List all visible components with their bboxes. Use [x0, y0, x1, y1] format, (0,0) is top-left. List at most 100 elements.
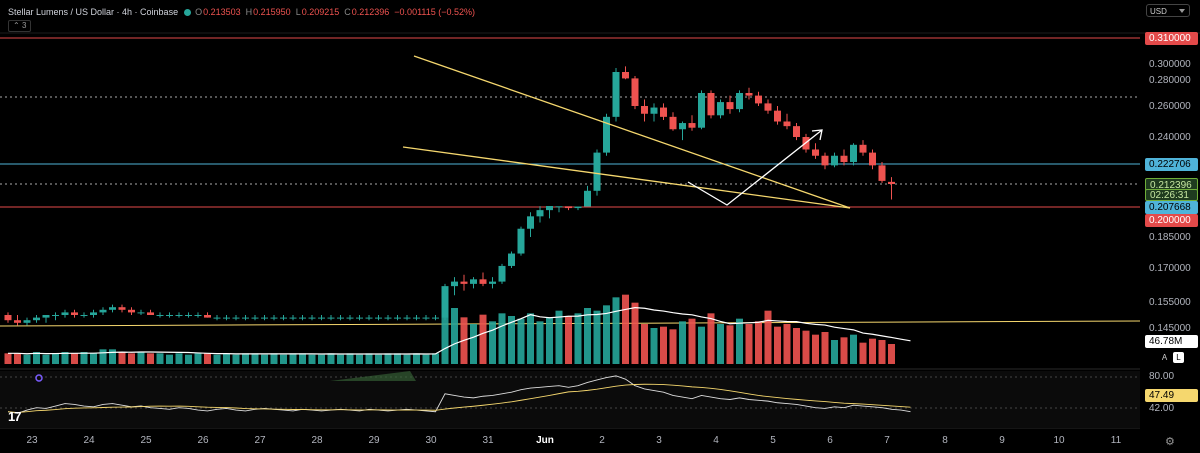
- time-tick: 30: [425, 435, 437, 446]
- volume-bar: [536, 321, 544, 364]
- log-scale-button[interactable]: L: [1173, 352, 1184, 363]
- candle-body: [289, 317, 297, 319]
- y-tick: 0.240000: [1149, 132, 1191, 143]
- candle-body: [213, 317, 221, 319]
- candle-body: [660, 107, 667, 117]
- volume-bar: [641, 324, 648, 364]
- volume-bar: [109, 349, 116, 364]
- candle-body: [774, 110, 781, 122]
- time-tick: 29: [368, 435, 380, 446]
- volume-bar: [42, 354, 50, 364]
- volume-bar: [61, 352, 69, 364]
- volume-bar: [755, 321, 762, 364]
- volume-bar: [308, 354, 316, 364]
- volume-bar: [479, 314, 487, 364]
- auto-scale-button[interactable]: A: [1161, 353, 1168, 362]
- y-tick: 0.260000: [1149, 101, 1191, 112]
- volume-bar: [593, 310, 601, 364]
- candle-body: [346, 317, 354, 319]
- volume-bar: [422, 354, 430, 364]
- candle-body: [650, 107, 658, 114]
- candle-body: [489, 281, 496, 284]
- symbol-title[interactable]: Stellar Lumens / US Dollar · 4h · Coinba…: [8, 7, 179, 17]
- volume-bar: [878, 340, 886, 364]
- volume-bar: [546, 317, 553, 364]
- candle-body: [631, 78, 639, 106]
- volume-bar: [365, 353, 373, 364]
- candle-body: [90, 312, 97, 315]
- candle-body: [337, 317, 344, 319]
- candle-body: [318, 317, 325, 319]
- wedge-upper-line: [413, 55, 851, 209]
- candle-body: [688, 123, 696, 128]
- volume-bar: [736, 318, 743, 364]
- candle-body: [840, 155, 848, 162]
- candle-body: [878, 165, 886, 181]
- time-tick: 2: [599, 435, 605, 446]
- candle-body: [204, 315, 211, 318]
- rsi-tick: 80.00: [1149, 371, 1175, 382]
- volume-bar: [821, 332, 829, 364]
- candle-body: [783, 121, 791, 127]
- time-tick: 3: [656, 435, 662, 446]
- gear-icon[interactable]: ⚙: [1165, 436, 1175, 448]
- tradingview-logo[interactable]: 17: [8, 409, 22, 424]
- eye-icon: [35, 374, 43, 382]
- indicators-toggle[interactable]: ⌃ 3: [8, 20, 32, 32]
- y-tick: 0.155000: [1149, 297, 1191, 308]
- volume-bar: [384, 353, 392, 364]
- currency-select[interactable]: USD: [1146, 4, 1190, 17]
- candle-body: [536, 210, 544, 217]
- arrow-head-icon: [811, 129, 823, 141]
- volume-bar: [90, 353, 97, 364]
- price-tag-mid-blue: 0.207668: [1145, 201, 1198, 214]
- candle-body: [280, 317, 287, 319]
- candle-body: [745, 93, 753, 96]
- candle-body: [270, 317, 278, 319]
- volume-bar: [783, 324, 791, 364]
- volume-bar: [698, 326, 705, 364]
- time-tick: 8: [942, 435, 948, 446]
- price-tag-blue: 0.222706: [1145, 158, 1198, 171]
- volume-bar: [166, 354, 173, 364]
- candle-body: [698, 93, 705, 128]
- price-tag-upper-red: 0.310000: [1145, 32, 1198, 45]
- candle-body: [166, 315, 173, 316]
- time-tick: 25: [140, 435, 152, 446]
- volume-bar: [574, 313, 582, 364]
- volume-bar: [707, 313, 715, 364]
- volume-bar: [717, 324, 724, 364]
- volume-bar: [375, 354, 382, 364]
- candle-body: [812, 149, 819, 156]
- chevron-up-icon: ⌃: [13, 21, 22, 30]
- volume-bar: [565, 316, 572, 364]
- volume-bar: [555, 310, 563, 364]
- volume-bar: [812, 334, 819, 364]
- price-tag-lower-red: 0.200000: [1145, 214, 1198, 227]
- candle-body: [432, 317, 439, 319]
- candle-body: [375, 317, 382, 319]
- candle-body: [384, 317, 392, 319]
- rsi-avg-tag: 47.49: [1145, 389, 1198, 402]
- rsi-pane: [0, 371, 1140, 428]
- volume-bar: [831, 340, 838, 364]
- candle-body: [584, 190, 591, 207]
- candle-body: [707, 93, 715, 116]
- high-value: 0.215950: [253, 7, 291, 17]
- volume-bar: [185, 354, 192, 364]
- volume-bar: [394, 353, 401, 364]
- candle-body: [565, 206, 572, 209]
- candle-body: [679, 123, 686, 130]
- time-tick: 11: [1110, 435, 1122, 446]
- volume-bar: [137, 352, 145, 364]
- candle-body: [365, 317, 373, 319]
- volume-bar: [128, 353, 135, 364]
- candle-body: [717, 102, 724, 116]
- time-tick: 23: [26, 435, 38, 446]
- candle-body: [793, 126, 800, 137]
- candle-body: [859, 144, 867, 153]
- volume-bar: [793, 328, 800, 364]
- candle-body: [869, 152, 876, 166]
